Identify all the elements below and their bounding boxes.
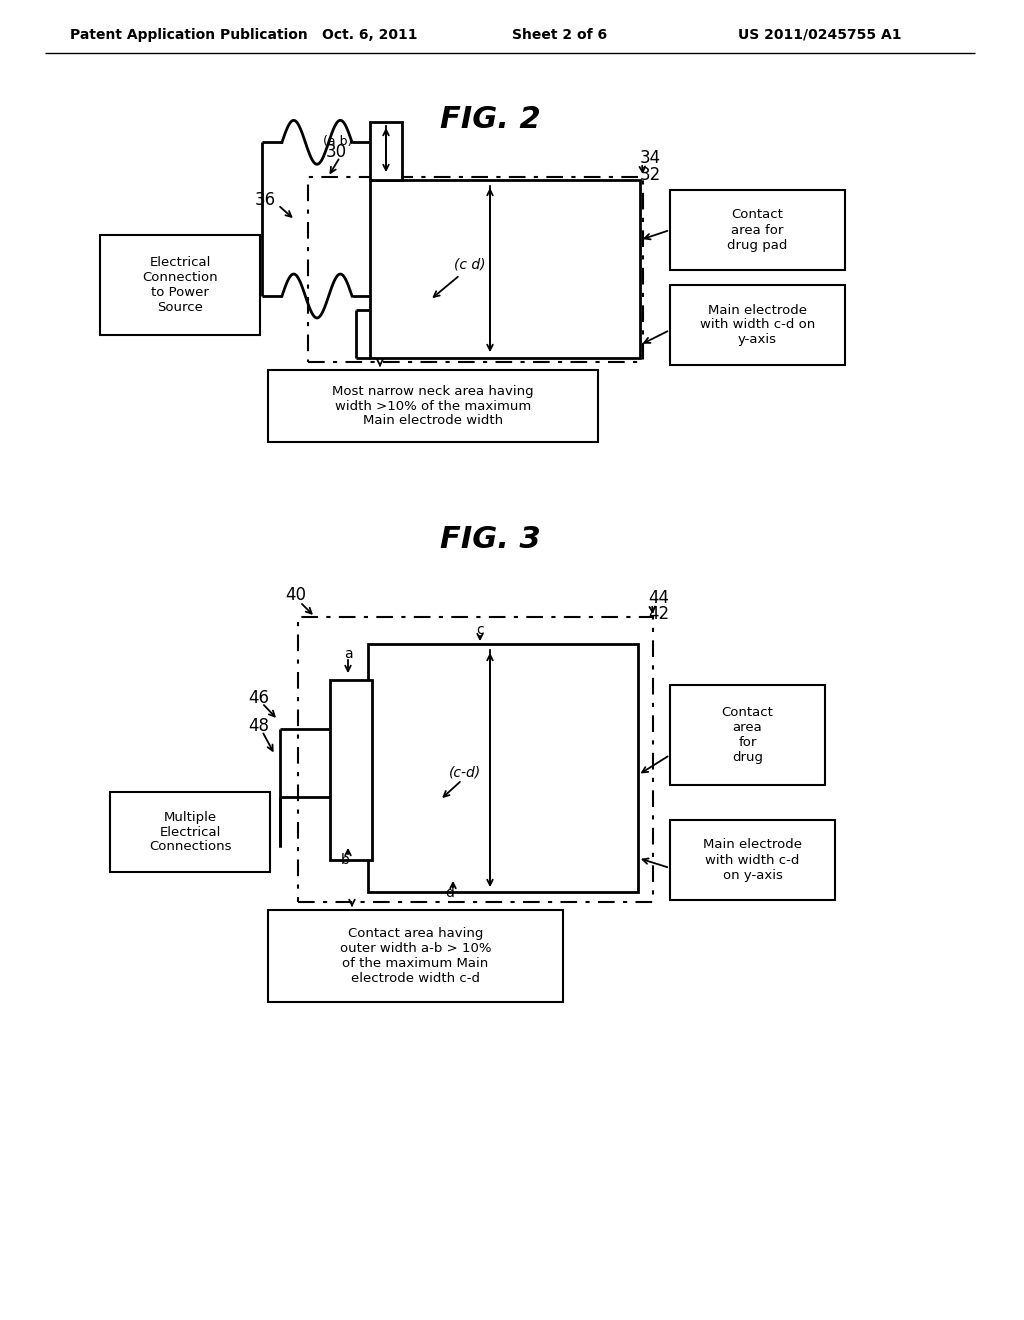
Bar [100, 235, 260, 335]
Text: 34: 34 [640, 149, 662, 168]
Text: Contact
area
for
drug: Contact area for drug [722, 706, 773, 764]
Bar [670, 285, 845, 366]
Text: 36: 36 [255, 191, 276, 209]
Text: a: a [344, 647, 352, 661]
Text: Main electrode
with width c-d on
y-axis: Main electrode with width c-d on y-axis [699, 304, 815, 346]
Text: Oct. 6, 2011: Oct. 6, 2011 [323, 28, 418, 42]
Text: Main electrode
with width c-d
on y-axis: Main electrode with width c-d on y-axis [703, 838, 802, 882]
Bar [670, 190, 845, 271]
Bar [330, 680, 372, 861]
Text: 44: 44 [648, 589, 669, 607]
Bar [268, 370, 598, 442]
Text: Electrical
Connection
to Power
Source: Electrical Connection to Power Source [142, 256, 218, 314]
Text: b: b [341, 853, 349, 867]
Bar [670, 820, 835, 900]
Text: 32: 32 [640, 166, 662, 183]
Text: Sheet 2 of 6: Sheet 2 of 6 [512, 28, 607, 42]
Text: Patent Application Publication: Patent Application Publication [70, 28, 308, 42]
Text: 48: 48 [248, 717, 269, 735]
Text: (a b): (a b) [323, 136, 352, 149]
Text: FIG. 2: FIG. 2 [439, 106, 541, 135]
Bar [670, 685, 825, 785]
Text: Contact area having
outer width a-b > 10%
of the maximum Main
electrode width c-: Contact area having outer width a-b > 10… [340, 927, 492, 985]
Text: d: d [445, 886, 455, 900]
Text: c: c [476, 623, 483, 638]
Text: Multiple
Electrical
Connections: Multiple Electrical Connections [148, 810, 231, 854]
Text: Contact
area for
drug pad: Contact area for drug pad [727, 209, 787, 252]
Text: 30: 30 [326, 143, 347, 161]
Bar [370, 180, 640, 358]
Text: 46: 46 [248, 689, 269, 708]
Bar [298, 616, 653, 902]
Bar [268, 909, 563, 1002]
Bar [308, 177, 643, 362]
Text: Most narrow neck area having
width >10% of the maximum
Main electrode width: Most narrow neck area having width >10% … [332, 384, 534, 428]
Text: FIG. 3: FIG. 3 [439, 525, 541, 554]
Text: 42: 42 [648, 605, 669, 623]
Text: (c d): (c d) [455, 257, 485, 272]
Text: (c-d): (c-d) [449, 766, 481, 779]
Bar [370, 121, 402, 180]
Text: 40: 40 [285, 586, 306, 605]
Bar [368, 644, 638, 892]
Text: US 2011/0245755 A1: US 2011/0245755 A1 [738, 28, 902, 42]
Bar [110, 792, 270, 873]
